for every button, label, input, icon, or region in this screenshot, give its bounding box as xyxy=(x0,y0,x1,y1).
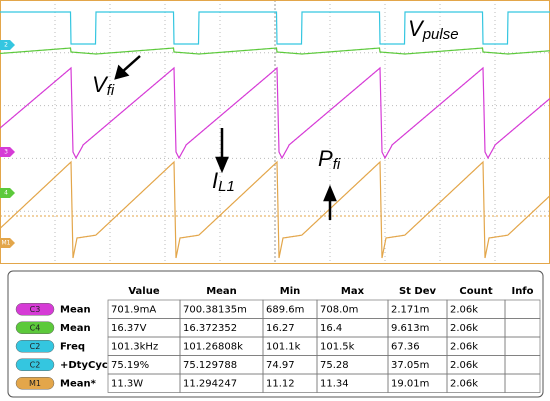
cell-value: 37.05m xyxy=(391,360,429,371)
cell-value: 2.171m xyxy=(391,304,429,315)
trace-m1 xyxy=(0,160,550,259)
channel-tag xyxy=(0,40,15,50)
cell-value: 101.5k xyxy=(320,341,355,352)
trace-c2 xyxy=(0,11,550,45)
cell-value: 75.19% xyxy=(111,360,149,371)
channel-tag-label: 4 xyxy=(4,190,8,197)
channel-badge xyxy=(15,303,55,316)
label-v-pulse: Vpulse xyxy=(408,16,459,43)
arrow xyxy=(121,55,141,73)
cell-value: 101.1k xyxy=(266,341,301,352)
channel-tag xyxy=(0,188,15,198)
arrowhead xyxy=(323,184,337,202)
channel-tag xyxy=(0,147,15,157)
column-header: St Dev xyxy=(399,286,437,297)
cell-value: 75.129788 xyxy=(183,360,237,371)
arrowhead xyxy=(215,156,229,174)
channel-badge-label: C2 xyxy=(30,360,41,369)
cell-value: 11.3W xyxy=(111,378,143,389)
column-header: Value xyxy=(128,286,159,297)
cell-value: 11.294247 xyxy=(183,378,237,389)
waveforms xyxy=(0,11,550,259)
row-label: Mean xyxy=(60,304,91,315)
row-label: Freq xyxy=(60,341,85,352)
column-header: Max xyxy=(341,286,365,297)
cell-value: 67.36 xyxy=(391,341,420,352)
channel-badge-label: C3 xyxy=(30,305,41,314)
channel-tag-label: 2 xyxy=(4,42,8,49)
channel-badge-label: M1 xyxy=(29,379,41,388)
column-header: Min xyxy=(280,286,301,297)
channel-tag-label: M1 xyxy=(2,240,11,247)
cell-value: 700.38135m xyxy=(183,304,247,315)
cell-value: 16.37V xyxy=(111,323,147,334)
cell-value: 2.06k xyxy=(450,341,478,352)
channel-badge xyxy=(15,358,55,371)
cell-value: 689.6m xyxy=(266,304,304,315)
cell-value: 16.4 xyxy=(320,323,342,334)
measurement-panel xyxy=(7,270,544,398)
row-label: +DtyCyc xyxy=(60,360,108,371)
table-cell xyxy=(504,373,541,393)
cell-value: 9.613m xyxy=(391,323,429,334)
cell-value: 74.97 xyxy=(266,360,295,371)
row-label: Mean* xyxy=(60,378,97,389)
label-p-fi: Pfi xyxy=(318,146,341,173)
column-header: Mean xyxy=(206,286,237,297)
trace-c3 xyxy=(0,66,550,160)
trace-c4 xyxy=(0,47,550,55)
row-label: Mean xyxy=(60,323,91,334)
cell-value: 11.12 xyxy=(266,378,295,389)
label-v-fi: Vfi xyxy=(92,72,115,99)
column-header: Info xyxy=(511,286,533,297)
cell-value: 19.01m xyxy=(391,378,429,389)
cell-value: 708.0m xyxy=(320,304,358,315)
cell-value: 16.372352 xyxy=(183,323,237,334)
channel-tag xyxy=(0,238,15,248)
label-i-l1: IL1 xyxy=(212,168,235,195)
channel-markers: 2 3 4 M1 xyxy=(0,40,15,248)
cell-value: 2.06k xyxy=(450,378,478,389)
channel-badge xyxy=(15,377,55,390)
cell-value: 2.06k xyxy=(450,304,478,315)
cell-value: 101.3kHz xyxy=(111,341,158,352)
measurement-table: Value Mean Min Max St Dev Count Info C3 Mean 701.… xyxy=(15,286,541,393)
channel-tag-label: 3 xyxy=(4,149,8,156)
cell-value: 701.9mA xyxy=(111,304,156,315)
channel-badge xyxy=(15,340,55,353)
arrowhead xyxy=(114,64,130,80)
channel-badge xyxy=(15,321,55,334)
cell-value: 2.06k xyxy=(450,323,478,334)
cell-value: 2.06k xyxy=(450,360,478,371)
cell-value: 11.34 xyxy=(320,378,349,389)
cell-value: 75.28 xyxy=(320,360,349,371)
cell-value: 101.26808k xyxy=(183,341,243,352)
channel-badge-label: C4 xyxy=(30,323,41,332)
column-header: Count xyxy=(459,286,492,297)
cell-value: 16.27 xyxy=(266,323,295,334)
annotations xyxy=(114,55,337,220)
channel-badge-label: C2 xyxy=(30,342,41,351)
